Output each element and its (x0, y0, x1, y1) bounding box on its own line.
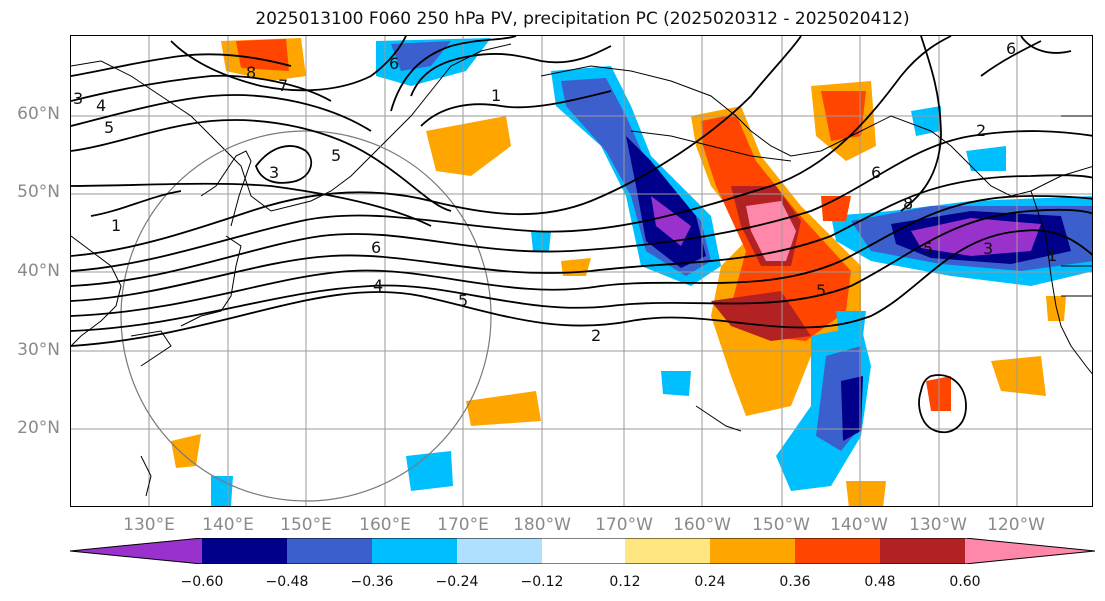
colorbar-tick-label: 0.36 (779, 574, 811, 590)
lat-label: 30°N (17, 340, 60, 360)
colorbar-segment (710, 538, 795, 564)
contour-label: 1 (111, 216, 121, 235)
colorbar-segment (965, 538, 1095, 564)
contour-label: 8 (903, 194, 913, 213)
lon-label: 160°E (359, 515, 411, 535)
lon-label: 140°W (830, 515, 888, 535)
lon-label: 170°E (437, 515, 489, 535)
colorbar-tick-label: −0.12 (520, 574, 564, 590)
contour-label: 3 (983, 239, 993, 258)
colorbar-tick-label: 0.60 (949, 574, 981, 590)
precipitation-shading (171, 38, 1092, 506)
lon-label: 130°W (909, 515, 967, 535)
pv-contours (71, 36, 1092, 434)
lon-label: 150°W (752, 515, 810, 535)
lat-label: 50°N (17, 182, 60, 202)
colorbar-tick-label: 0.12 (609, 574, 641, 590)
contour-label: 5 (923, 239, 933, 258)
contour-label: 8 (246, 63, 256, 82)
map-panel: 3 4 5 7 8 6 5 3 1 6 4 5 2 1 5 6 8 5 3 1 … (70, 35, 1093, 507)
colorbar-tick-label: 0.48 (864, 574, 896, 590)
contour-label: 5 (331, 146, 341, 165)
contour-label: 5 (458, 291, 468, 310)
colorbar-segment (70, 538, 202, 564)
contour-label-group: 3 4 5 7 8 6 5 3 1 6 4 5 2 1 5 6 8 5 3 1 … (73, 39, 1057, 345)
colorbar-tick-label: −0.60 (180, 574, 224, 590)
lat-label: 40°N (17, 261, 60, 281)
colorbar-segment (457, 538, 542, 564)
contour-label: 3 (73, 89, 83, 108)
contour-label: 1 (491, 86, 501, 105)
colorbar (70, 538, 1095, 564)
contour-label: 6 (871, 163, 881, 182)
colorbar-segment (880, 538, 965, 564)
colorbar-tick-label: −0.36 (350, 574, 394, 590)
contour-label: 6 (389, 54, 399, 73)
colorbar-segment (287, 538, 372, 564)
colorbar-tick-label: −0.24 (435, 574, 479, 590)
contour-label: 1 (1047, 246, 1057, 265)
colorbar-tick-label: 0.24 (694, 574, 726, 590)
lon-label: 130°E (123, 515, 175, 535)
contour-label: 5 (816, 281, 826, 300)
colorbar-segment (625, 538, 710, 564)
contour-label: 7 (278, 76, 288, 95)
contour-label: 2 (976, 121, 986, 140)
map-title: 2025013100 F060 250 hPa PV, precipitatio… (255, 9, 910, 29)
coastlines (71, 43, 1092, 497)
colorbar-tick-label: −0.48 (265, 574, 309, 590)
lon-label: 140°E (202, 515, 254, 535)
contour-label: 6 (371, 238, 381, 257)
contour-label: 4 (373, 276, 383, 295)
lon-label: 150°E (280, 515, 332, 535)
contour-label: 2 (591, 326, 601, 345)
lon-label: 120°W (987, 515, 1045, 535)
colorbar-segment (202, 538, 287, 564)
lat-label: 20°N (17, 418, 60, 438)
radius-circle (120, 130, 492, 502)
lat-label: 60°N (17, 104, 60, 124)
lon-label: 170°W (595, 515, 653, 535)
contour-label: 4 (96, 96, 106, 115)
lon-label: 180°W (513, 515, 571, 535)
map-canvas: 3 4 5 7 8 6 5 3 1 6 4 5 2 1 5 6 8 5 3 1 … (71, 36, 1092, 506)
lon-label: 160°W (673, 515, 731, 535)
colorbar-segment (372, 538, 457, 564)
contour-label: 3 (269, 163, 279, 182)
contour-label: 5 (104, 118, 114, 137)
colorbar-segment (795, 538, 880, 564)
contour-label: 6 (1006, 39, 1016, 58)
